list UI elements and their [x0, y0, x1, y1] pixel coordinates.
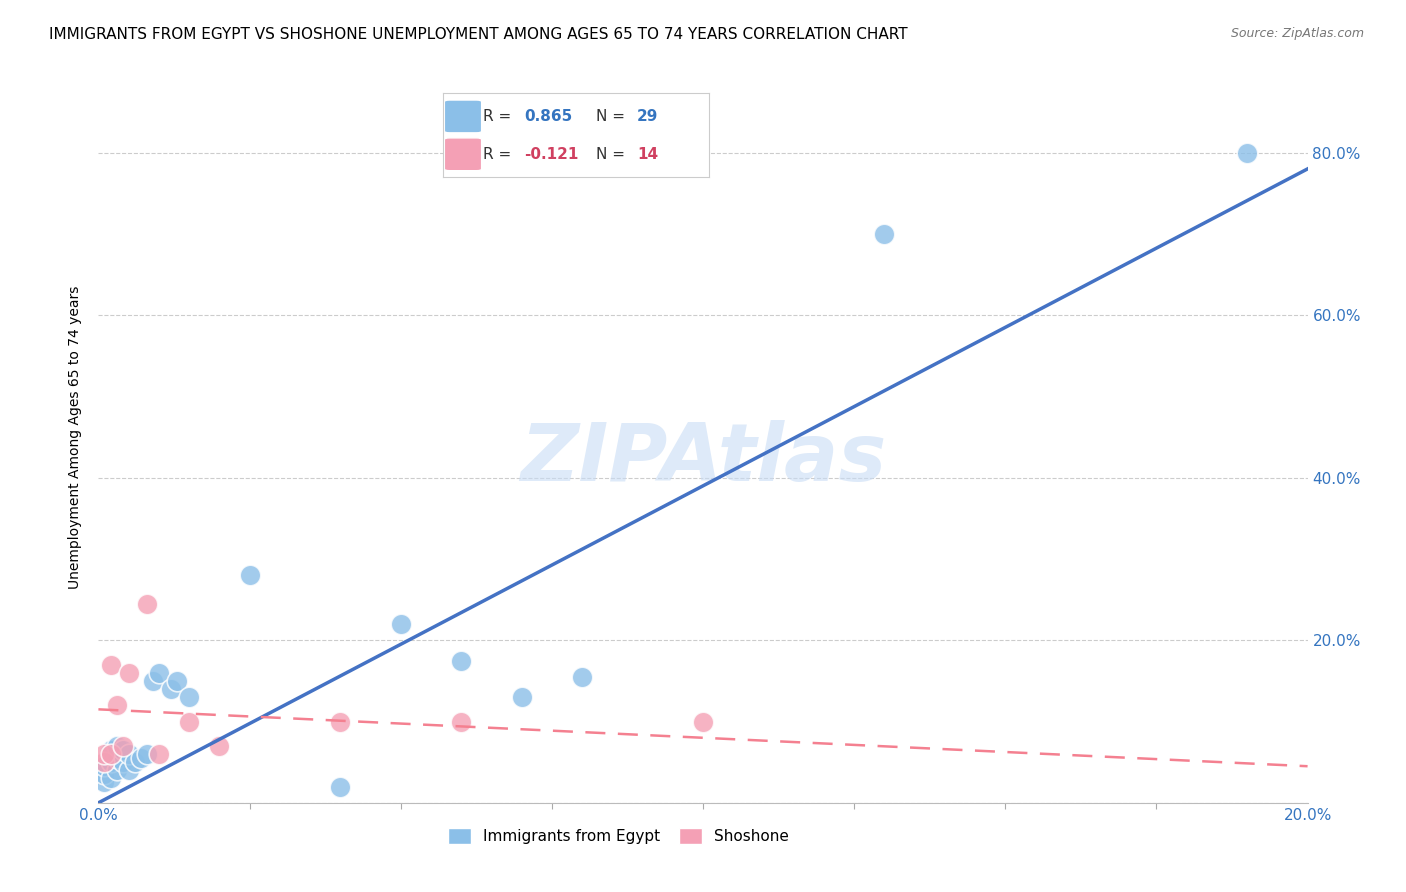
- Point: [148, 665, 170, 680]
- Point: [1236, 145, 1258, 160]
- Point: [208, 739, 231, 753]
- Point: [148, 747, 170, 761]
- Point: [93, 767, 115, 781]
- Point: [93, 775, 115, 789]
- Point: [111, 755, 134, 769]
- Point: [389, 617, 412, 632]
- Text: IMMIGRANTS FROM EGYPT VS SHOSHONE UNEMPLOYMENT AMONG AGES 65 TO 74 YEARS CORRELA: IMMIGRANTS FROM EGYPT VS SHOSHONE UNEMPL…: [49, 27, 908, 42]
- Point: [100, 755, 122, 769]
- Point: [166, 673, 188, 688]
- Point: [105, 698, 128, 713]
- Point: [105, 751, 128, 765]
- Point: [179, 714, 201, 729]
- Point: [100, 772, 122, 786]
- Point: [329, 714, 352, 729]
- Point: [105, 739, 128, 753]
- Point: [450, 714, 472, 729]
- Point: [129, 751, 152, 765]
- Legend: Immigrants from Egypt, Shoshone: Immigrants from Egypt, Shoshone: [441, 822, 794, 850]
- Point: [93, 759, 115, 773]
- Point: [873, 227, 896, 241]
- Point: [118, 764, 141, 778]
- Point: [160, 681, 183, 696]
- Point: [135, 597, 157, 611]
- Point: [124, 755, 146, 769]
- Point: [93, 747, 115, 761]
- Point: [118, 665, 141, 680]
- Point: [100, 657, 122, 672]
- Point: [100, 747, 122, 761]
- Point: [93, 755, 115, 769]
- Point: [239, 568, 262, 582]
- Point: [111, 739, 134, 753]
- Text: Source: ZipAtlas.com: Source: ZipAtlas.com: [1230, 27, 1364, 40]
- Point: [329, 780, 352, 794]
- Point: [100, 743, 122, 757]
- Point: [105, 764, 128, 778]
- Point: [510, 690, 533, 705]
- Point: [692, 714, 714, 729]
- Point: [111, 743, 134, 757]
- Point: [179, 690, 201, 705]
- Point: [571, 670, 593, 684]
- Point: [118, 747, 141, 761]
- Y-axis label: Unemployment Among Ages 65 to 74 years: Unemployment Among Ages 65 to 74 years: [69, 285, 83, 589]
- Point: [142, 673, 165, 688]
- Point: [450, 654, 472, 668]
- Point: [135, 747, 157, 761]
- Text: ZIPAtlas: ZIPAtlas: [520, 420, 886, 498]
